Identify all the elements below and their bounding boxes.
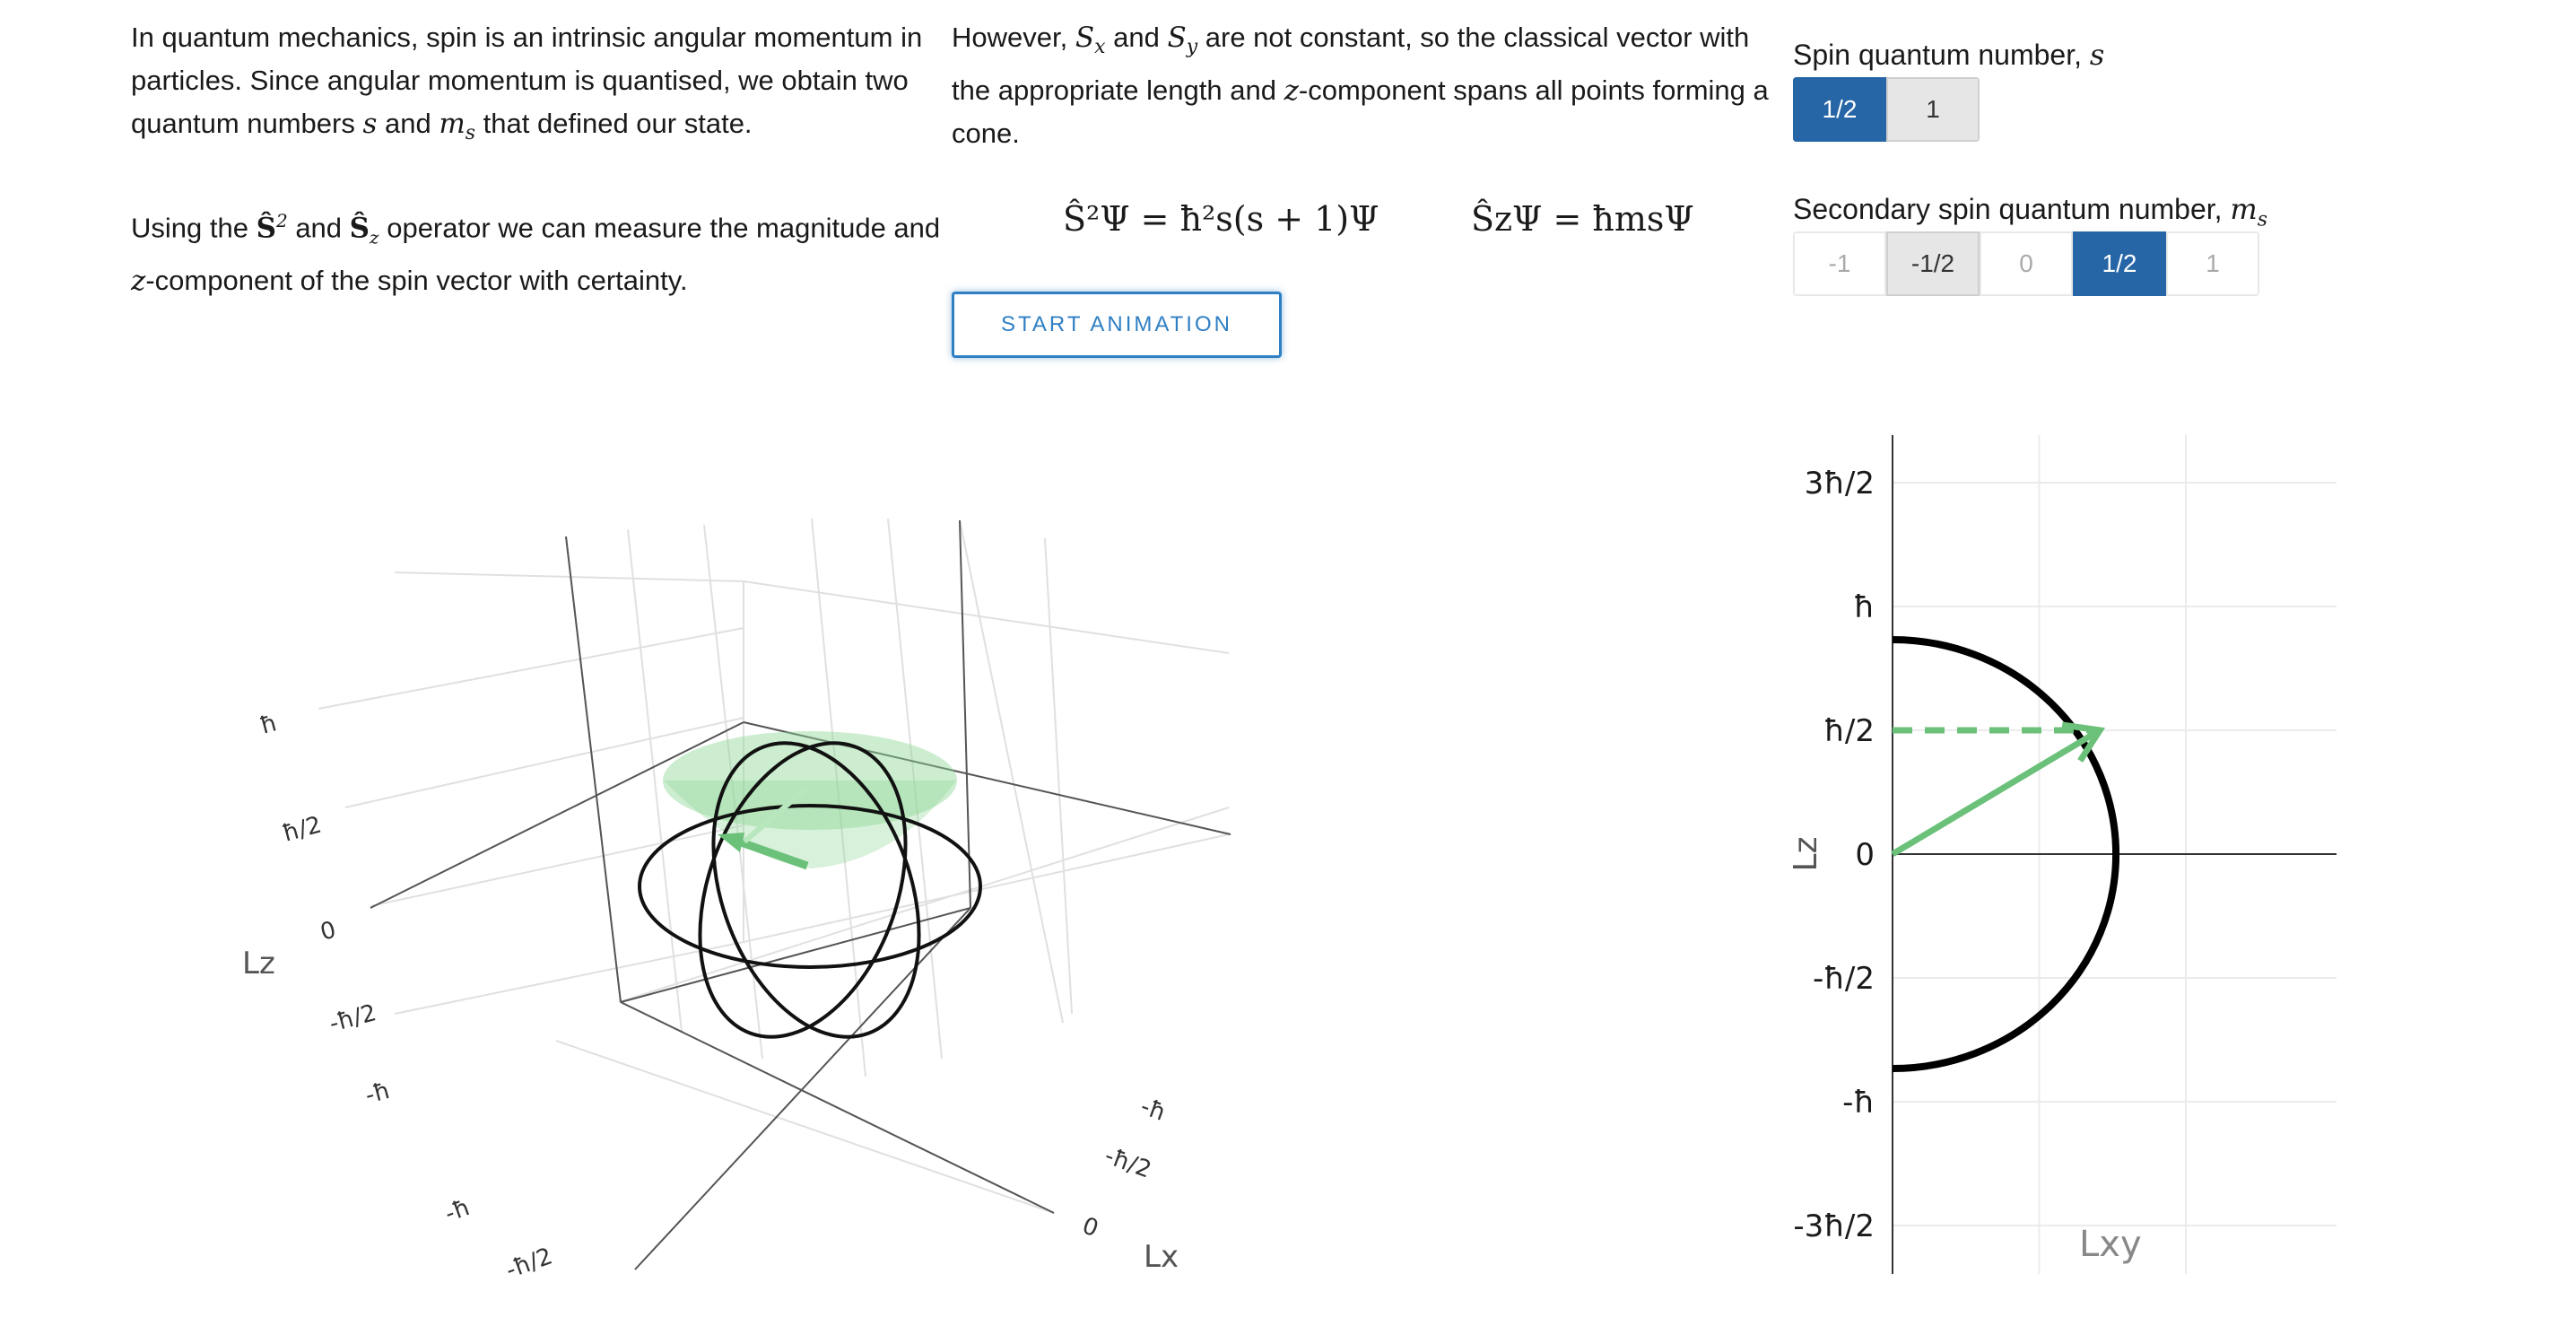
spin-label-var: s [2089,38,2105,72]
ms-option-minus-one[interactable]: -1 [1793,231,1886,296]
spin-option-one[interactable]: 1 [1886,77,1980,142]
y-tick-label: ħ [1853,589,1875,625]
p3-op2: Ŝ [349,212,370,245]
spin-cone [663,731,957,868]
x-tick-zero: 0 [1079,1212,1102,1243]
z-tick-hbar: ħ [257,710,280,740]
ms-option-zero[interactable]: 0 [1980,231,2073,296]
y-tick-label: -3ħ/2 [1793,1208,1875,1244]
secondary-label-var: m [2230,192,2258,226]
p3-text-d: -component of the spin vector with certa… [145,264,688,296]
z-tick-zero: 0 [318,917,339,947]
x-axis-title: Lxy [2079,1224,2142,1265]
y-tick-neg-half: -ħ/2 [502,1243,556,1284]
p2-text-b: and [1105,22,1168,53]
spin-vector-2d-head [2061,721,2106,763]
equation-spin-magnitude: Ŝ²Ψ = ħ²s(s + 1)Ψ [1063,199,1379,239]
p2-text-a: However, [952,22,1075,53]
p2-sy-var: S [1167,22,1187,54]
x-tick-neg-hbar: -ħ [1137,1093,1170,1127]
p1-ms-var: m [439,108,466,140]
p1-text-c: that defined our state. [475,108,753,139]
spin-vector [718,785,809,870]
y-axis-title: Lz [1788,837,1824,872]
ms-option-minus-half[interactable]: -1/2 [1886,231,1980,296]
spin-label-text: Spin quantum number, [1793,39,2090,71]
y-tick-label: 3ħ/2 [1805,466,1875,502]
y-tick-label: 0 [1855,837,1875,873]
spin-2d-plot[interactable]: 3ħ/2 ħ ħ/2 0 -ħ/2 -ħ -3ħ/2 Lz Lxy [1758,422,2386,1283]
p2-z-var: z [1284,74,1299,108]
p1-s-var: s [362,108,378,140]
y-tick-label: ħ/2 [1823,713,1875,749]
secondary-label-sub: s [2257,208,2268,231]
z-axis-title: Lz [242,946,275,981]
intro-paragraph-1: In quantum mechanics, spin is an intrins… [131,16,938,155]
p3-text-a: Using the [131,212,257,244]
secondary-spin-group: -1 -1/2 0 1/2 1 [1793,231,2259,296]
p2-text-c: are not constant, so the classical vecto… [952,22,1750,107]
p3-op1: Ŝ [256,212,276,245]
y-tick-label: -ħ [1842,1085,1875,1121]
intro-paragraph-3: Using the Ŝ2 and Ŝz operator we can meas… [131,199,956,302]
spin-3d-plot[interactable]: Lz ħ ħ/2 0 -ħ/2 -ħ Lx -ħ -ħ/2 0 -ħ -ħ/2 [215,502,1292,1310]
x-axis-title: Lx [1144,1239,1179,1275]
start-animation-button[interactable]: START ANIMATION [952,292,1282,358]
secondary-spin-label: Secondary spin quantum number, ms [1793,192,2267,231]
p2-sy-sub: y [1186,36,1198,59]
spin-quantum-number-group: 1/2 1 [1793,77,1980,142]
x-tick-neg-half: -ħ/2 [1101,1142,1155,1183]
intro-paragraph-2: However, Sx and Sy are not constant, so … [952,16,1786,155]
ms-option-half[interactable]: 1/2 [2073,231,2166,296]
p3-text-b: and [287,212,350,244]
secondary-label-text: Secondary spin quantum number, [1793,193,2231,225]
equation-spin-z: ŜzΨ = ħmsΨ [1471,199,1694,239]
z-tick-neg-half: -ħ/2 [326,999,379,1038]
ms-option-one[interactable]: 1 [2166,231,2259,296]
p3-op1-sup: 2 [275,210,288,231]
p1-ms-sub: s [465,122,476,145]
spin-quantum-number-label: Spin quantum number, s [1793,38,2104,72]
3d-axes [370,519,1231,1270]
z-tick-half: ħ/2 [280,812,325,848]
z-tick-neg-hbar: -ħ [362,1077,393,1110]
y-ticks: 3ħ/2 ħ ħ/2 0 -ħ/2 -ħ -3ħ/2 [1793,466,1875,1244]
p2-text-d: -component spans all points forming a co… [952,74,1769,150]
y-tick-label: -ħ/2 [1813,961,1875,997]
spin-option-half[interactable]: 1/2 [1793,77,1886,142]
semicircle-orbit [1892,635,2120,1073]
p1-text-b: and [377,108,439,139]
p1-text-a: In quantum mechanics, spin is an intrins… [131,22,923,139]
p2-sx-sub: x [1094,36,1106,59]
p3-op2-sub: z [370,226,379,249]
y-tick-neg-hbar: -ħ [441,1194,474,1228]
p2-sx-var: S [1075,22,1095,54]
orbit-loops [638,741,982,1039]
spin-vector-2d [1891,727,2102,858]
p3-text-c: operator we can measure the magnitude an… [379,212,941,244]
p3-z-var: z [131,264,146,297]
